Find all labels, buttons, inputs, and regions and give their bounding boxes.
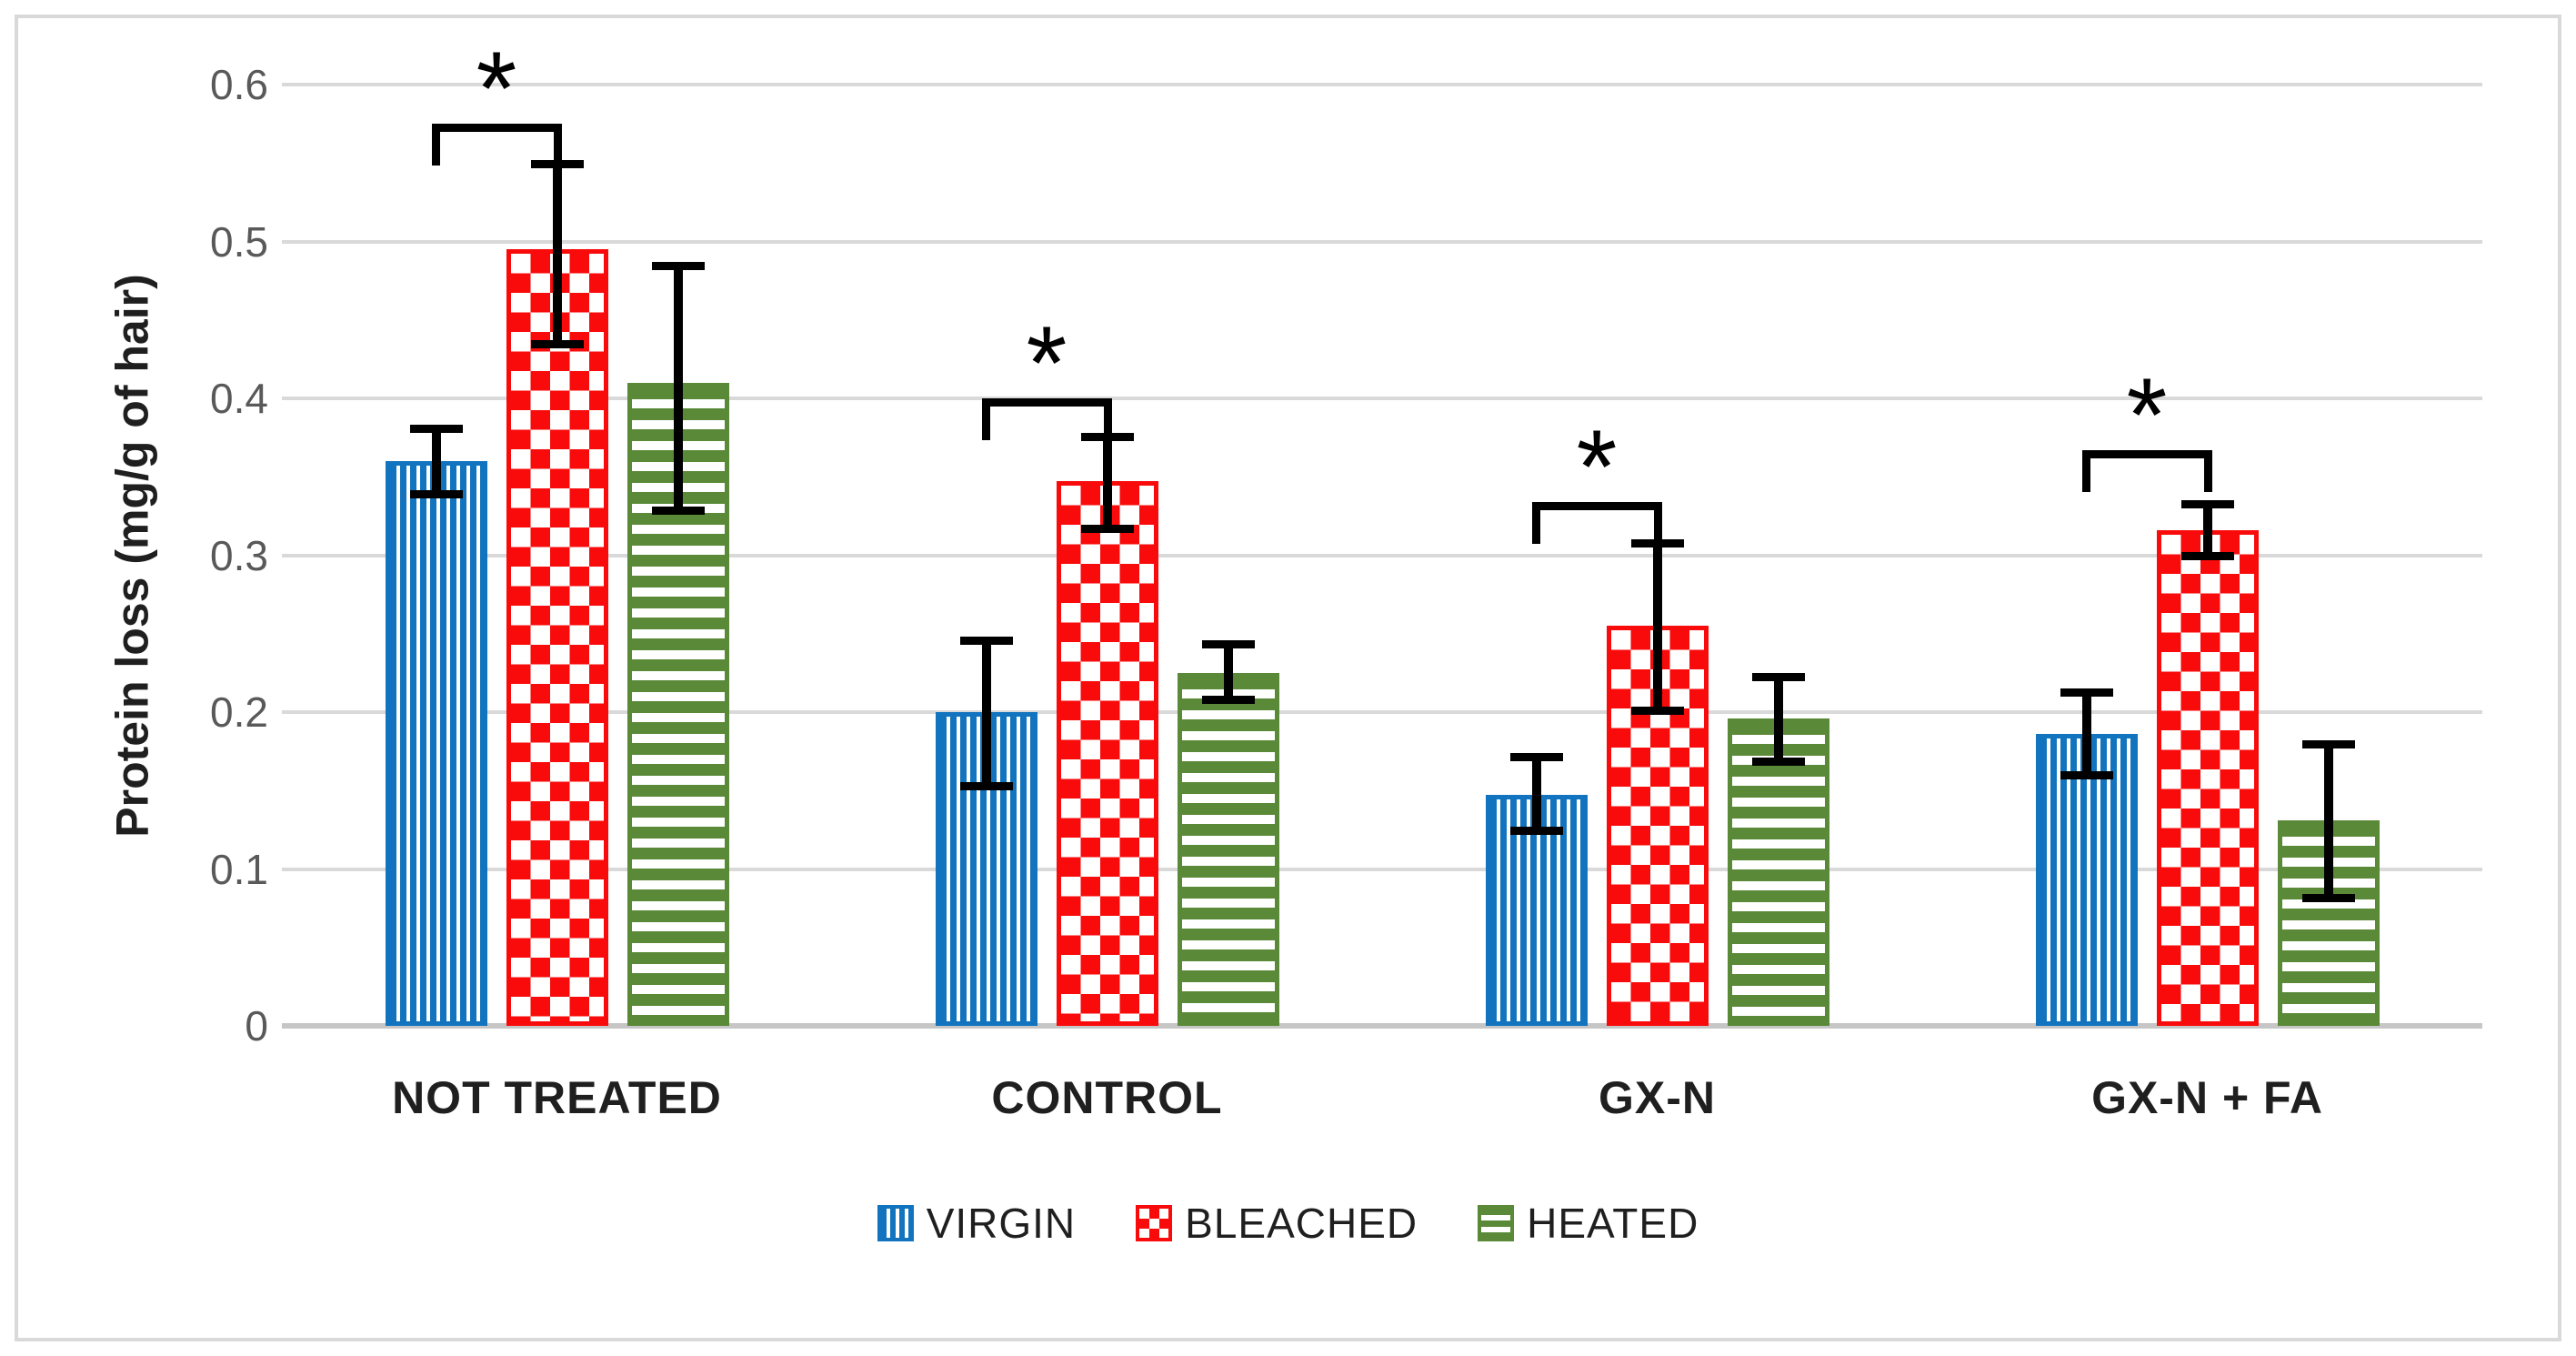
gridline (282, 867, 2482, 871)
bar-virgin-3 (2035, 734, 2138, 1026)
error-bar (1630, 539, 1684, 716)
y-tick-label: 0.2 (210, 688, 268, 736)
error-bar (959, 637, 1013, 791)
y-tick-label: 0.5 (210, 217, 268, 266)
legend-label: HEATED (1527, 1200, 1699, 1247)
error-bar (1201, 639, 1255, 705)
y-tick-label: 0.6 (210, 61, 268, 108)
bar-virgin-0 (385, 461, 487, 1026)
error-bar (2301, 740, 2355, 902)
bar-heated-1 (1177, 672, 1279, 1026)
x-axis-line (282, 1023, 2482, 1029)
legend-label: VIRGIN (926, 1200, 1077, 1247)
y-tick-label: 0 (245, 1002, 268, 1050)
error-bar-cap-top (651, 261, 705, 270)
significance-asterisk: * (2126, 357, 2168, 474)
error-bar (530, 159, 584, 348)
bar-bleached-1 (1056, 481, 1158, 1026)
error-bar-stem (1223, 639, 1233, 705)
error-bar-cap-bottom (1080, 525, 1134, 534)
significance-asterisk: * (1576, 408, 1618, 526)
error-bar-cap-top (2180, 500, 2234, 509)
error-bar (2060, 688, 2113, 780)
error-bar-cap-top (2060, 688, 2113, 698)
legend-label: BLEACHED (1185, 1200, 1418, 1247)
error-bar (409, 425, 463, 499)
error-bar-cap-bottom (2180, 551, 2234, 560)
error-bar-cap-top (1751, 672, 1805, 681)
legend-item-bleached: BLEACHED (1136, 1199, 1418, 1248)
error-bar (651, 261, 705, 515)
category-label: GX-N (1599, 1072, 1716, 1123)
error-bar-cap-bottom (2301, 893, 2355, 902)
chart-border (15, 15, 2561, 1341)
bar-heated-2 (1727, 718, 1829, 1026)
significance-bracket (2081, 449, 2212, 492)
error-bar-stem (1102, 432, 1112, 534)
bar-virgin-2 (1485, 795, 1588, 1026)
bar-bleached-0 (506, 249, 608, 1026)
error-bar-cap-bottom (651, 506, 705, 515)
legend: VIRGIN BLEACHED HEATED (0, 1199, 2576, 1248)
error-bar (1509, 752, 1563, 835)
y-tick-label: 0.4 (210, 375, 268, 422)
error-bar-stem (2081, 688, 2091, 780)
legend-swatch-horizontal-stripes (1478, 1205, 1515, 1241)
legend-item-heated: HEATED (1478, 1199, 1699, 1248)
error-bar-cap-bottom (1201, 696, 1255, 705)
plot-area: * * * * (282, 37, 2482, 1029)
error-bar-cap-top (409, 425, 463, 434)
significance-bracket (431, 124, 562, 166)
y-tick-label: 0.1 (210, 845, 268, 893)
error-bar (1080, 432, 1134, 534)
significance-bracket (981, 398, 1112, 440)
error-bar-stem (673, 261, 683, 515)
error-bar-stem (2202, 500, 2212, 560)
error-bar-cap-bottom (1509, 826, 1563, 835)
error-bar-cap-bottom (409, 490, 463, 499)
error-bar-cap-bottom (1751, 757, 1805, 766)
legend-swatch-vertical-stripes (877, 1205, 914, 1241)
error-bar-cap-bottom (959, 782, 1013, 791)
error-bar-cap-top (959, 637, 1013, 646)
error-bar-stem (1773, 672, 1783, 766)
category-label: NOT TREATED (392, 1072, 722, 1123)
error-bar-stem (1531, 752, 1541, 835)
gridline (282, 83, 2482, 86)
error-bar (2180, 500, 2234, 560)
significance-bracket (1531, 501, 1662, 544)
error-bar-cap-top (2301, 740, 2355, 749)
gridline (282, 710, 2482, 714)
bar-bleached-3 (2156, 529, 2259, 1026)
error-bar-stem (981, 637, 991, 791)
gridline (282, 397, 2482, 400)
error-bar-cap-top (1201, 639, 1255, 648)
error-bar-cap-bottom (1630, 707, 1684, 716)
error-bar-cap-bottom (2060, 771, 2113, 780)
significance-asterisk: * (476, 31, 517, 148)
error-bar-stem (2323, 740, 2333, 902)
error-bar (1751, 672, 1805, 766)
error-bar-stem (1652, 539, 1662, 716)
error-bar-cap-top (1509, 752, 1563, 761)
error-bar-cap-bottom (530, 339, 584, 348)
legend-item-virgin: VIRGIN (877, 1199, 1076, 1248)
category-label: CONTROL (991, 1072, 1223, 1123)
legend-swatch-checkerboard (1136, 1205, 1173, 1241)
error-bar-stem (552, 159, 562, 348)
category-label: GX-N + FA (2091, 1072, 2323, 1123)
gridline (282, 239, 2482, 244)
significance-asterisk: * (1026, 306, 1067, 422)
error-bar-stem (431, 425, 441, 499)
y-tick-label: 0.3 (210, 531, 268, 579)
gridline (282, 553, 2482, 557)
